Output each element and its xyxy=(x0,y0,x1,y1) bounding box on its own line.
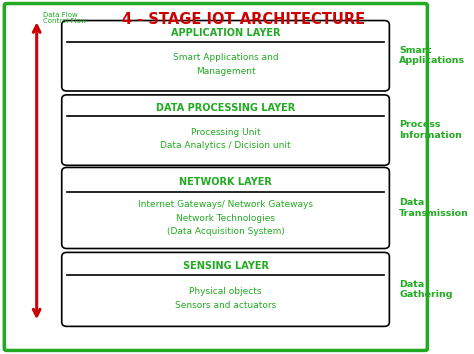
Text: Control Flow: Control Flow xyxy=(43,18,87,24)
Text: 4 - STAGE IOT ARCHITECTURE: 4 - STAGE IOT ARCHITECTURE xyxy=(122,12,365,27)
Text: Data
Transmission: Data Transmission xyxy=(399,198,469,218)
FancyBboxPatch shape xyxy=(4,4,428,350)
Text: NETWORK LAYER: NETWORK LAYER xyxy=(179,177,272,187)
Text: SENSING LAYER: SENSING LAYER xyxy=(182,261,269,271)
FancyBboxPatch shape xyxy=(62,95,389,165)
Text: Internet Gateways/ Network Gateways
Network Technologies
(Data Acquisition Syste: Internet Gateways/ Network Gateways Netw… xyxy=(138,200,313,236)
FancyBboxPatch shape xyxy=(62,252,389,326)
Text: Physical objects
Sensors and actuators: Physical objects Sensors and actuators xyxy=(175,287,276,310)
FancyBboxPatch shape xyxy=(62,21,389,91)
FancyBboxPatch shape xyxy=(62,167,389,249)
Text: Process
Information: Process Information xyxy=(399,120,462,140)
Text: Processing Unit
Data Analytics / Dicision unit: Processing Unit Data Analytics / Dicisio… xyxy=(160,128,291,150)
Text: Smart Applications and
Management: Smart Applications and Management xyxy=(173,53,278,75)
Text: Data Flow: Data Flow xyxy=(43,12,78,18)
Text: DATA PROCESSING LAYER: DATA PROCESSING LAYER xyxy=(156,103,295,113)
Text: APPLICATION LAYER: APPLICATION LAYER xyxy=(171,28,280,39)
Text: Data
Gathering: Data Gathering xyxy=(399,280,453,299)
Text: Smart
Applications: Smart Applications xyxy=(399,46,465,65)
